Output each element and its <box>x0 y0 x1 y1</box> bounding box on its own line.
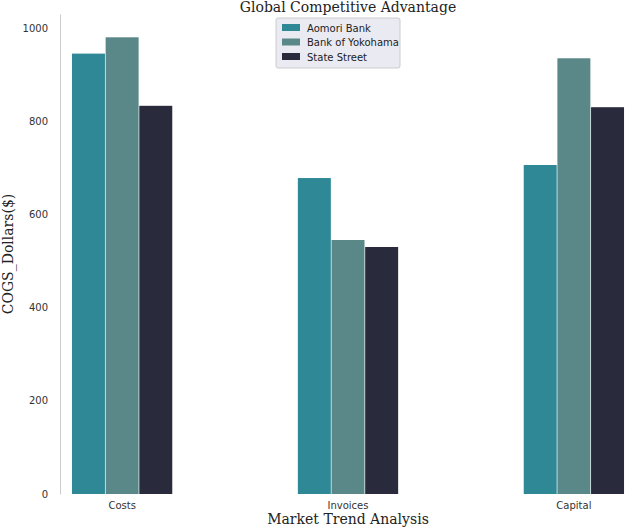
legend-item: Aomori Bank <box>282 23 371 34</box>
y-tick-label: 1000 <box>23 23 48 34</box>
bar <box>557 58 590 494</box>
y-tick: 0 <box>42 489 60 500</box>
x-tick-label: Costs <box>108 500 135 511</box>
bar <box>332 240 365 494</box>
y-tick: 400 <box>29 302 60 313</box>
x-tick-label: Invoices <box>328 500 369 511</box>
bar <box>139 106 172 494</box>
bar <box>591 107 624 494</box>
x-tick: Invoices <box>328 494 369 511</box>
x-axis: Costs Invoices Capital <box>61 494 637 511</box>
x-tick-label: Capital <box>556 500 591 511</box>
bar <box>298 178 331 494</box>
legend-box <box>276 18 400 68</box>
legend-swatch <box>282 39 300 46</box>
bar <box>524 165 557 494</box>
y-tick-label: 800 <box>29 116 48 127</box>
x-axis-title: Market Trend Analysis <box>267 511 429 527</box>
y-axis-line <box>60 15 61 495</box>
y-axis: 0 200 400 600 800 1000 <box>23 15 61 500</box>
x-tick: Capital <box>556 494 591 511</box>
bar <box>72 54 105 494</box>
y-tick: 600 <box>29 209 60 220</box>
y-tick: 800 <box>29 116 60 127</box>
y-tick-label: 600 <box>29 209 48 220</box>
title: Global Competitive Advantage <box>240 0 456 15</box>
x-tick: Costs <box>108 494 135 511</box>
chart: 0 200 400 600 800 1000 Costs Invoices Capital Glo… <box>0 0 640 528</box>
x-axis-line <box>61 494 637 495</box>
y-tick-label: 200 <box>29 395 48 406</box>
legend-item: State Street <box>282 52 367 63</box>
y-tick-label: 400 <box>29 302 48 313</box>
bar <box>365 247 398 494</box>
bar <box>106 37 139 494</box>
y-axis-title: COGS_Dollars($) <box>0 194 17 315</box>
legend-swatch <box>282 24 300 31</box>
y-tick: 200 <box>29 395 60 406</box>
bars <box>72 37 624 494</box>
y-tick: 1000 <box>23 23 60 34</box>
y-tick-label: 0 <box>42 489 48 500</box>
legend-item: Bank of Yokohama <box>282 37 399 48</box>
legend-label: Aomori Bank <box>307 23 371 34</box>
legend: Aomori Bank Bank of Yokohama State Street <box>276 18 400 68</box>
legend-swatch <box>282 53 300 60</box>
legend-label: Bank of Yokohama <box>307 37 399 48</box>
legend-label: State Street <box>307 52 367 63</box>
